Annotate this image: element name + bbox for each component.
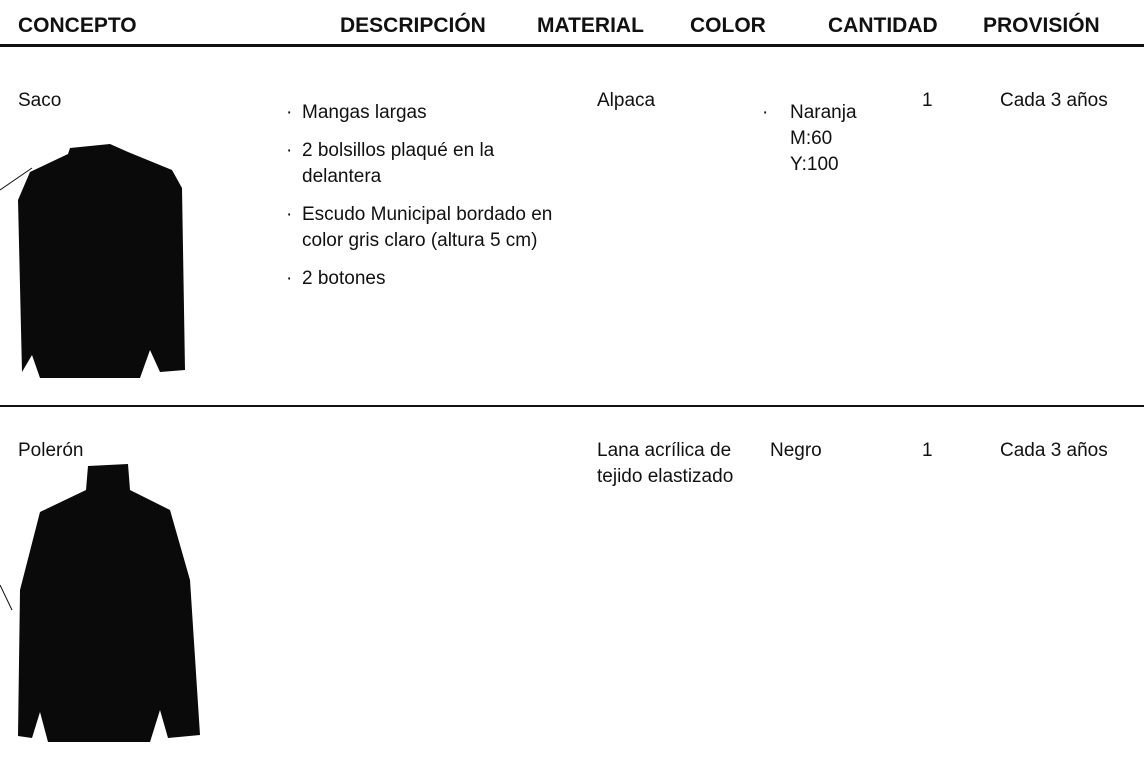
provision: Cada 3 años [1000,90,1108,111]
column-header: CONCEPTO [18,14,137,37]
color-text: Y:100 [790,154,839,175]
column-header: DESCRIPCIÓN [340,14,486,37]
description-text: Escudo Municipal bordado en color gris c… [302,204,553,251]
column-header: PROVISIÓN [983,14,1100,37]
material: Lana acrílica de tejido elastizado [597,440,734,487]
color-text: M:60 [790,128,833,149]
column-header: COLOR [690,14,766,37]
sweater-image [0,464,200,742]
description-text: 2 botones [302,268,386,289]
color-text: Negro [770,440,822,461]
column-header: CANTIDAD [828,14,938,37]
header-rule [0,44,1144,47]
row-rule [0,405,1144,407]
concepto: Saco [18,90,62,111]
provision: Cada 3 años [1000,440,1108,461]
description-text: Mangas largas [302,102,427,123]
description-item: · 2 bolsillos plaqué en la delantera [286,140,495,187]
description-text: 2 bolsillos plaqué en la delantera [302,140,495,187]
description-item: · Escudo Municipal bordado en color gris … [286,204,553,251]
color-text: Naranja [790,102,857,123]
description-item: · 2 botones [286,268,386,289]
description-list: · Mangas largas · 2 bolsillos plaqué en la… [286,100,572,304]
description-item: · Mangas largas [286,102,427,123]
cantidad: 1 [922,440,933,461]
material: Alpaca [597,90,656,111]
column-header: MATERIAL [537,14,644,37]
jacket-image [0,144,185,378]
color-list: · Naranja M:60 Y:100 [762,100,857,178]
cantidad: 1 [922,90,933,111]
concepto: Polerón [18,440,84,461]
